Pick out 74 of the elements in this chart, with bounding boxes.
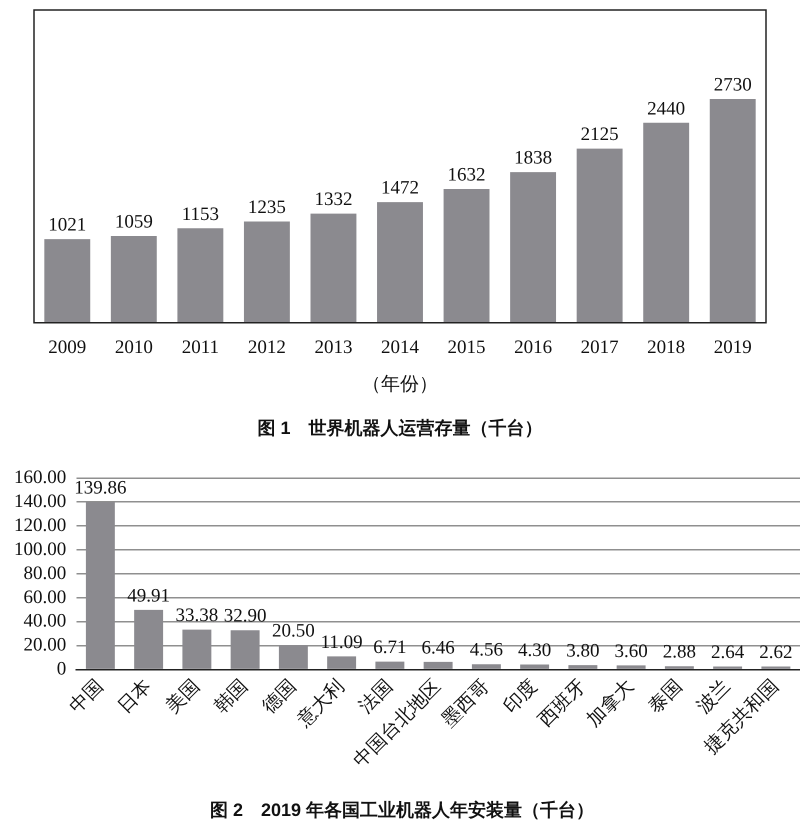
- x-tick-label: 2017: [580, 337, 619, 358]
- y-tick-label: 20.00: [24, 634, 66, 656]
- bar: [44, 239, 90, 323]
- data-label: 1838: [514, 148, 552, 169]
- bar: [444, 189, 490, 323]
- bar: [377, 202, 423, 323]
- data-label: 3.60: [614, 640, 648, 662]
- y-tick-label: 160.00: [14, 466, 66, 488]
- data-label: 1632: [448, 164, 486, 186]
- data-label: 2730: [714, 74, 752, 96]
- data-label: 4.30: [518, 640, 552, 661]
- bar: [375, 662, 404, 669]
- bar: [424, 662, 453, 669]
- bar: [510, 172, 556, 323]
- x-tick-label: 中国: [66, 676, 108, 718]
- y-tick-label: 40.00: [24, 610, 66, 632]
- x-tick-label: 2018: [647, 337, 686, 358]
- text: 图 2 2019 年各国工业机器人年安装量（千台）: [210, 800, 594, 820]
- data-label: 4.56: [470, 640, 503, 661]
- x-tick-label: 2016: [514, 337, 552, 358]
- x-tick-label: 日本: [114, 676, 156, 718]
- data-label: 2.64: [711, 642, 745, 663]
- x-tick-label: 2019: [714, 337, 752, 358]
- bar: [643, 122, 690, 323]
- bar: [576, 148, 623, 323]
- data-label: 1332: [314, 189, 352, 210]
- data-label: 6.46: [422, 637, 455, 658]
- x-tick-label: 2011: [182, 337, 220, 358]
- data-label: 1235: [248, 197, 286, 218]
- text: 图 1 世界机器人运营存量（千台）: [257, 418, 543, 438]
- y-tick-label: 80.00: [24, 562, 66, 584]
- x-tick-label: 2012: [248, 337, 286, 358]
- x-tick-label: 2015: [448, 337, 486, 358]
- y-tick-label: 120.00: [14, 514, 66, 536]
- bar: [472, 664, 501, 669]
- bar: [327, 656, 356, 669]
- bar: [664, 666, 694, 669]
- x-tick-label: 泰国: [644, 676, 686, 718]
- bar: [710, 99, 756, 323]
- bar: [177, 228, 224, 323]
- x-tick-label: 美国: [162, 675, 204, 718]
- data-label: 33.38: [176, 605, 218, 626]
- x-axis-title: （年份）: [362, 374, 438, 395]
- data-label: 1153: [182, 204, 220, 225]
- data-label: 49.91: [127, 585, 170, 606]
- data-label: 1472: [381, 178, 419, 199]
- data-label: 2.62: [759, 642, 792, 664]
- bar: [110, 236, 157, 323]
- data-label: 2440: [647, 98, 686, 120]
- x-tick-label: 2010: [114, 337, 153, 358]
- data-label: 139.86: [74, 478, 126, 499]
- y-tick-label: 0: [56, 658, 66, 680]
- bar: [244, 222, 290, 323]
- data-label: 2125: [580, 124, 619, 146]
- data-label: 11.09: [320, 632, 363, 653]
- data-label: 3.80: [566, 640, 600, 662]
- bar: [310, 214, 356, 323]
- x-tick-label: 2014: [381, 337, 420, 358]
- bar: [520, 664, 550, 669]
- x-tick-label: 加拿大: [583, 676, 638, 732]
- bar: [616, 665, 646, 669]
- x-tick-label: 韩国: [210, 676, 252, 718]
- y-tick-label: 140.00: [14, 490, 66, 512]
- x-tick-label: 2009: [48, 337, 86, 358]
- y-tick-label: 100.00: [14, 538, 66, 560]
- data-label: 1021: [48, 214, 86, 236]
- data-label: 20.50: [272, 620, 315, 642]
- bar: [568, 665, 598, 669]
- data-label: 6.71: [373, 637, 406, 658]
- data-label: 32.90: [224, 606, 266, 627]
- data-label: 1059: [114, 211, 153, 232]
- x-tick-label: 2013: [314, 337, 352, 358]
- y-tick-label: 60.00: [24, 586, 66, 608]
- data-label: 2.88: [662, 642, 696, 663]
